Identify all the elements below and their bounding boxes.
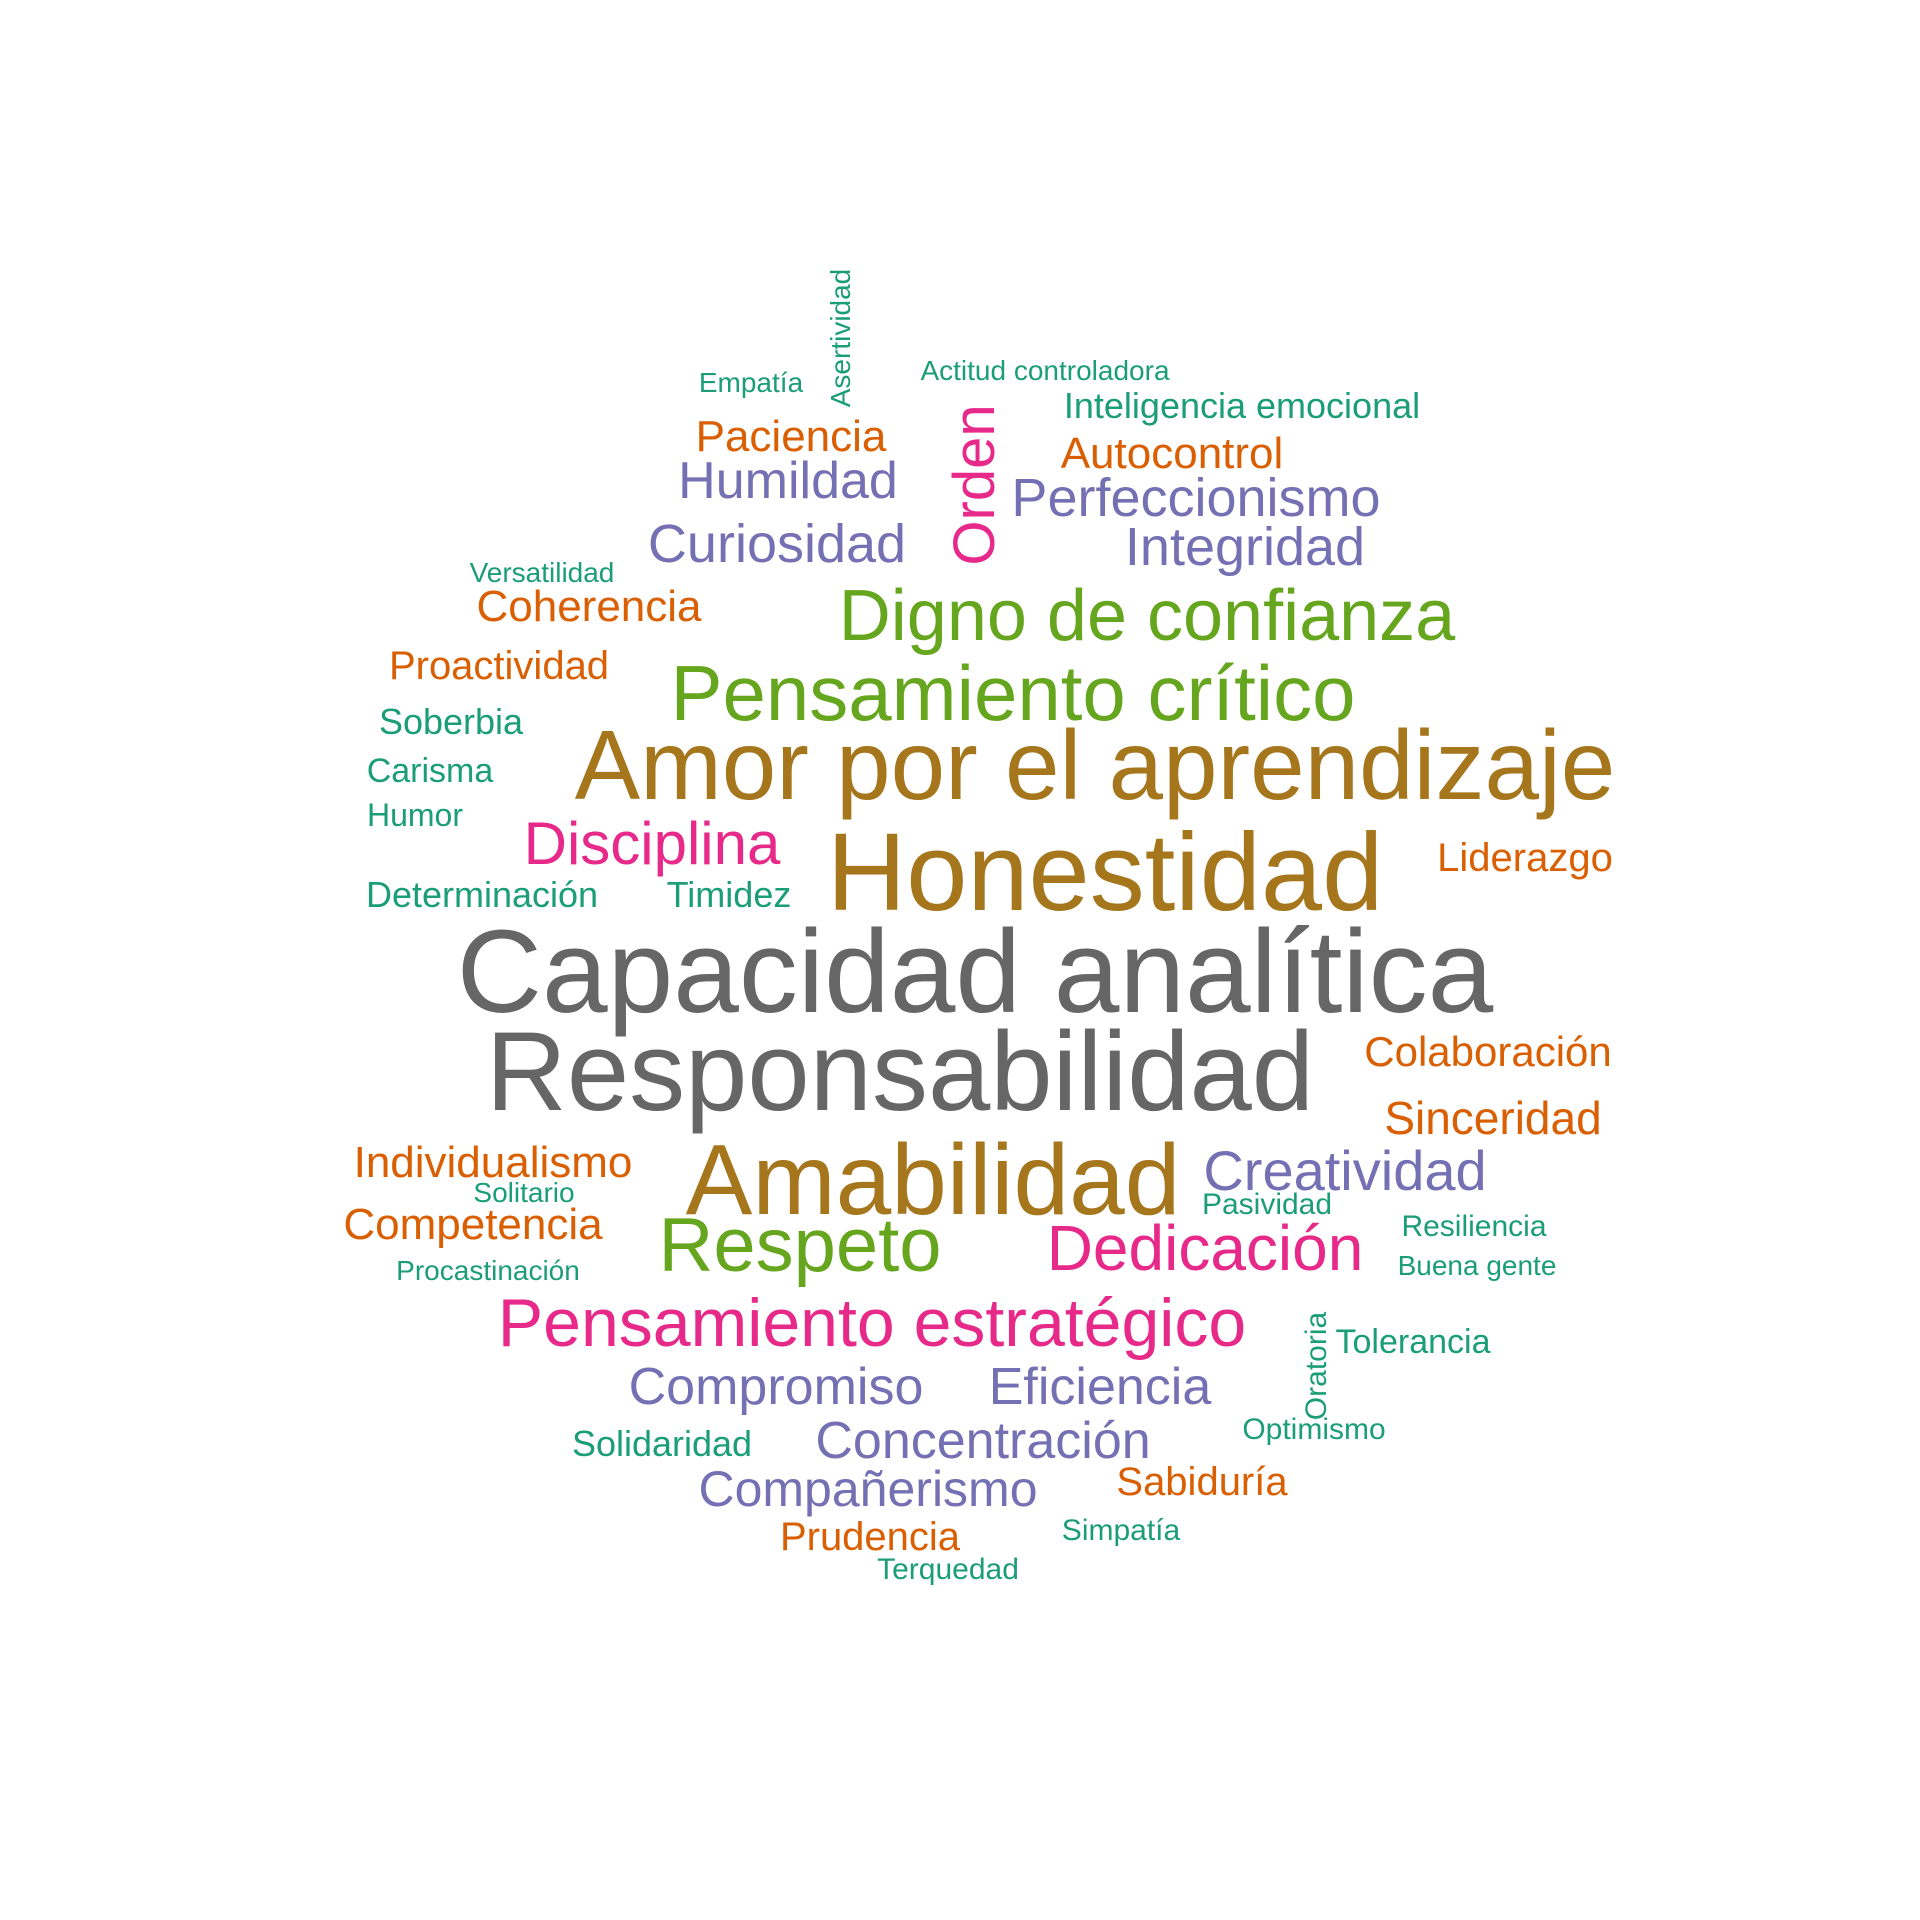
word-colaboracion: Colaboración: [1364, 1028, 1612, 1075]
word-determinacion: Determinación: [365, 874, 599, 915]
word-terquedad: Terquedad: [877, 1553, 1019, 1586]
word-coherencia: Coherencia: [476, 582, 702, 631]
word-humor: Humor: [366, 797, 464, 833]
word-paciencia: Paciencia: [695, 412, 887, 461]
word-resiliencia: Resiliencia: [1401, 1210, 1547, 1243]
word-actitud-controladora: Actitud controladora: [920, 355, 1170, 386]
word-honestidad: Honestidad: [826, 811, 1384, 934]
word-respeto: Respeto: [658, 1203, 942, 1288]
word-disciplina: Disciplina: [523, 810, 781, 877]
word-carisma: Carisma: [366, 752, 494, 790]
word-orden: Orden: [942, 404, 1007, 566]
word-concentracion: Concentración: [815, 1412, 1151, 1470]
word-sinceridad: Sinceridad: [1384, 1092, 1602, 1144]
word-individualismo: Individualismo: [353, 1138, 633, 1187]
word-asertividad: Asertividad: [825, 268, 856, 408]
word-dedicacion: Dedicación: [1046, 1212, 1364, 1284]
word-proactividad: Proactividad: [388, 644, 610, 688]
word-responsabilidad: Responsabilidad: [485, 1009, 1315, 1134]
word-pensamiento-estrategico: Pensamiento estratégico: [497, 1285, 1247, 1361]
word-capacidad-analitica: Capacidad analítica: [456, 906, 1494, 1038]
word-curiosidad: Curiosidad: [647, 514, 907, 574]
word-buena-gente: Buena gente: [1397, 1250, 1557, 1281]
word-competencia: Competencia: [343, 1200, 603, 1249]
word-eficiencia: Eficiencia: [988, 1358, 1212, 1416]
word-solidaridad: Solidaridad: [571, 1423, 753, 1464]
word-timidez: Timidez: [666, 874, 792, 915]
word-compromiso: Compromiso: [628, 1358, 924, 1416]
word-empatia: Empatía: [698, 367, 804, 398]
word-procastinacion: Procastinación: [396, 1255, 580, 1286]
word-oratoria: Oratoria: [1300, 1311, 1333, 1421]
word-simpatia: Simpatía: [1061, 1514, 1181, 1547]
word-pensamiento-critico: Pensamiento crítico: [670, 649, 1356, 737]
word-pasividad: Pasividad: [1201, 1188, 1333, 1221]
word-prudencia: Prudencia: [779, 1515, 961, 1559]
word-inteligencia-emocional: Inteligencia emocional: [1063, 385, 1421, 426]
word-solitario: Solitario: [473, 1177, 575, 1208]
word-optimismo: Optimismo: [1242, 1413, 1386, 1446]
word-perfeccionismo: Perfeccionismo: [1011, 468, 1381, 528]
word-tolerancia: Tolerancia: [1335, 1323, 1491, 1361]
word-integridad: Integridad: [1124, 517, 1366, 577]
word-sabiduria: Sabiduría: [1116, 1460, 1288, 1504]
word-digno-de-confianza: Digno de confianza: [838, 576, 1456, 656]
word-companerismo: Compañerismo: [698, 1461, 1038, 1517]
word-versatilidad: Versatilidad: [469, 557, 615, 588]
word-humildad: Humildad: [678, 452, 898, 510]
word-amabilidad: Amabilidad: [685, 1124, 1181, 1236]
word-autocontrol: Autocontrol: [1060, 429, 1284, 478]
word-amor-por-el-aprendizaje: Amor por el aprendizaje: [574, 710, 1616, 820]
word-liderazgo: Liderazgo: [1437, 836, 1613, 880]
word-creatividad: Creatividad: [1203, 1139, 1487, 1202]
word-soberbia: Soberbia: [378, 701, 524, 742]
